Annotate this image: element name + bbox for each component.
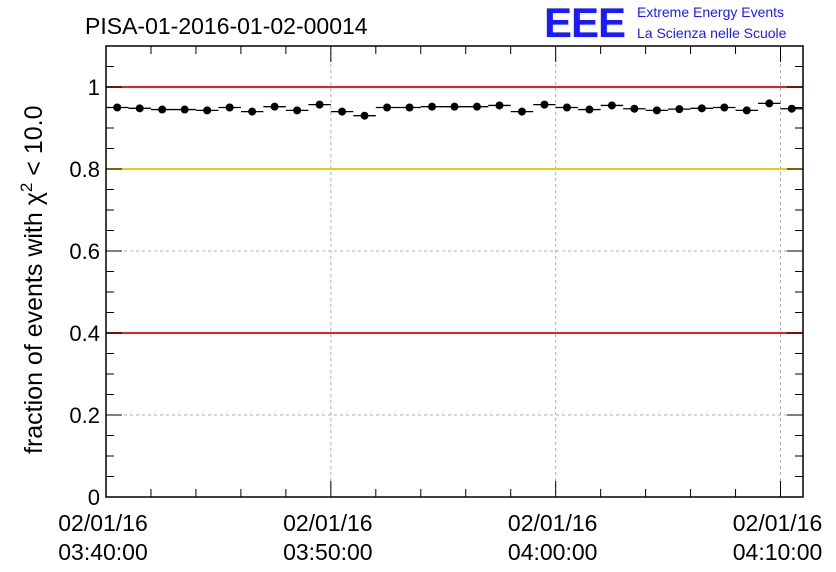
- data-point-30: [787, 104, 796, 113]
- data-point-5: [225, 103, 234, 112]
- x-tick-label-date-1: 02/01/16: [283, 510, 373, 536]
- y-tick-label-3: 0.6: [69, 239, 100, 264]
- data-point-12: [383, 103, 392, 112]
- data-points: [106, 99, 803, 120]
- data-point-26: [697, 104, 706, 113]
- data-point-24: [652, 106, 661, 115]
- x-tick-label-time-3: 04:10:00: [733, 539, 823, 565]
- data-point-14: [428, 102, 437, 111]
- x-tick-label-date-3: 02/01/16: [733, 510, 823, 536]
- data-point-1: [135, 104, 144, 113]
- x-tick-label-date-2: 02/01/16: [508, 510, 598, 536]
- y-tick-label-4: 0.8: [69, 157, 100, 182]
- y-tick-label-0: 0: [88, 485, 100, 510]
- data-point-22: [607, 101, 616, 110]
- y-tick-label-2: 0.4: [69, 321, 100, 346]
- x-tick-label-time-1: 03:50:00: [283, 539, 373, 565]
- data-point-13: [405, 103, 414, 112]
- data-point-4: [203, 106, 212, 115]
- x-tick-label-time-2: 04:00:00: [508, 539, 598, 565]
- data-point-18: [517, 107, 526, 116]
- y-axis-label-tail: < 10.0: [20, 106, 48, 183]
- axis-ticks: [105, 45, 803, 498]
- x-tick-label-time-0: 03:40:00: [58, 539, 148, 565]
- data-point-17: [495, 101, 504, 110]
- data-point-16: [472, 102, 481, 111]
- data-point-20: [562, 103, 571, 112]
- chart-title: PISA-01-2016-01-02-00014: [85, 13, 368, 39]
- y-tick-labels: 0 0.2 0.4 0.6 0.8 1: [69, 75, 100, 510]
- x-tick-labels: 02/01/16 03:40:00 02/01/16 03:50:00 02/01/16…: [58, 510, 822, 565]
- logo-line-1: Extreme Energy Events: [637, 4, 785, 20]
- data-point-0: [113, 103, 122, 112]
- data-point-6: [248, 107, 257, 116]
- logo-line-2: La Scienza nelle Scuole: [637, 25, 787, 41]
- data-point-11: [360, 111, 369, 120]
- data-point-23: [630, 104, 639, 113]
- data-point-15: [450, 102, 459, 111]
- grid: [106, 46, 803, 497]
- y-tick-label-5: 1: [88, 75, 100, 100]
- data-point-7: [270, 102, 279, 111]
- data-point-19: [540, 100, 549, 109]
- x-tick-label-date-0: 02/01/16: [58, 510, 148, 536]
- data-point-28: [742, 106, 751, 115]
- y-tick-label-1: 0.2: [69, 403, 100, 428]
- data-point-3: [180, 105, 189, 114]
- plot-frame: [105, 45, 804, 498]
- y-axis-label: fraction of events with χ2 < 10.0: [17, 106, 48, 454]
- data-point-25: [675, 105, 684, 114]
- data-point-10: [338, 107, 347, 116]
- data-point-27: [720, 103, 729, 112]
- data-point-29: [765, 99, 774, 108]
- y-axis-label-main: fraction of events with χ: [20, 192, 48, 454]
- data-point-8: [293, 106, 302, 115]
- data-point-21: [585, 105, 594, 114]
- data-point-2: [158, 105, 167, 114]
- reference-lines: [106, 86, 803, 334]
- y-axis-label-superscript: 2: [17, 183, 36, 192]
- data-point-9: [315, 100, 324, 109]
- eee-logo: EEE: [544, 0, 626, 46]
